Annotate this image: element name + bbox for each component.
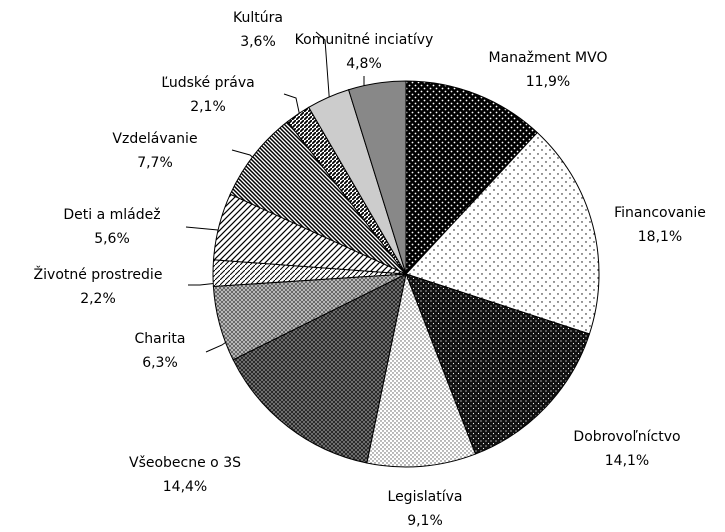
slice-label: Manažment MVO xyxy=(489,50,608,66)
slice-value-label: 14,4% xyxy=(163,479,207,495)
slice-label: Dobrovoľníctvo xyxy=(573,429,680,445)
slice-label: Kultúra xyxy=(233,10,283,26)
pie-slice xyxy=(405,131,600,335)
pie-slice xyxy=(229,120,407,275)
slice-label: Životné prostredie xyxy=(34,265,163,283)
slice-value-label: 5,6% xyxy=(94,231,130,247)
slice-label: Všeobecne o 3S xyxy=(129,455,241,471)
slice-value-label: 9,1% xyxy=(407,513,443,529)
slice-value-label: 3,6% xyxy=(240,34,276,50)
slice-value-label: 4,8% xyxy=(346,56,382,72)
leader-line xyxy=(188,282,219,286)
pie-slice xyxy=(405,273,591,455)
slice-label: Ľudské práva xyxy=(161,75,254,91)
slice-label: Komunitné inciatívy xyxy=(295,32,434,48)
slice-value-label: 14,1% xyxy=(605,453,649,469)
slice-label: Legislatíva xyxy=(388,489,463,505)
slice-value-label: 2,2% xyxy=(80,291,116,307)
slice-label: Deti a mládež xyxy=(63,207,160,223)
slice-value-label: 6,3% xyxy=(142,355,178,371)
slice-value-label: 11,9% xyxy=(526,74,570,90)
slice-label: Vzdelávanie xyxy=(112,131,197,147)
pie-slice xyxy=(366,272,477,468)
slice-value-label: 2,1% xyxy=(190,99,226,115)
slice-value-label: 7,7% xyxy=(137,155,173,171)
pie-slice xyxy=(232,273,407,464)
pie-slice xyxy=(347,80,407,275)
slice-label: Financovanie xyxy=(614,205,706,221)
leader-line xyxy=(315,31,331,109)
pie-slice xyxy=(405,80,539,276)
slice-label: Charita xyxy=(135,331,186,347)
slice-value-label: 18,1% xyxy=(638,229,682,245)
